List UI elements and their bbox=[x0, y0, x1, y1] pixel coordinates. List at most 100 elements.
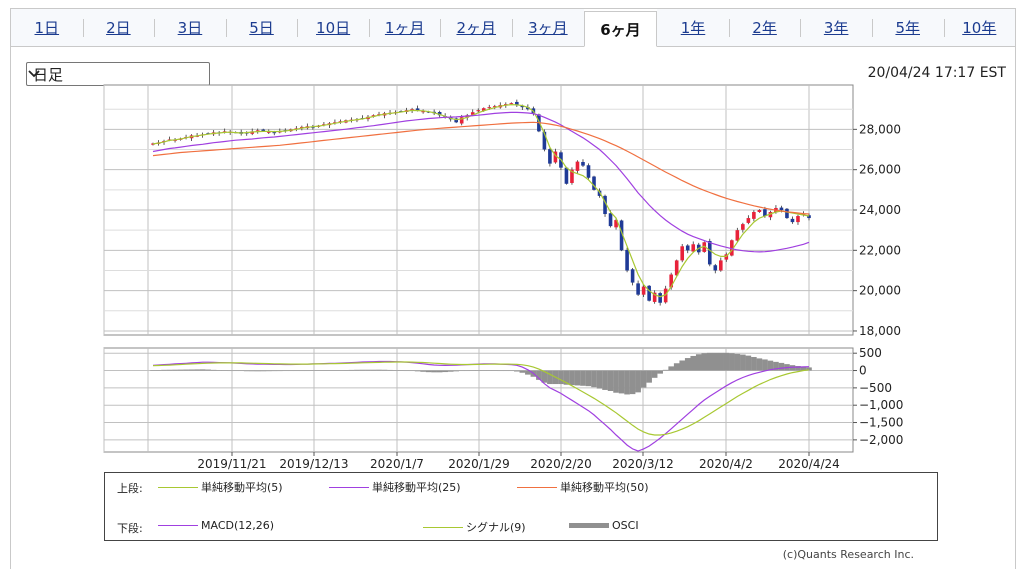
osci-bar bbox=[745, 355, 752, 371]
legend-item-label: 単純移動平均(5) bbox=[201, 481, 283, 494]
tab-11[interactable]: 3年 bbox=[800, 9, 872, 46]
tab-4[interactable]: 10日 bbox=[297, 9, 369, 46]
osci-bar bbox=[475, 370, 482, 371]
candle-body bbox=[526, 107, 530, 110]
candle-body bbox=[509, 103, 514, 105]
osci-bar bbox=[695, 354, 702, 371]
tab-1[interactable]: 2日 bbox=[82, 9, 155, 46]
x-tick-label: 2020/1/7 bbox=[370, 457, 424, 471]
candle-body bbox=[763, 209, 767, 217]
price-ytick-label: 24,000 bbox=[859, 203, 901, 217]
candle-body bbox=[261, 129, 266, 131]
candle-body bbox=[807, 215, 811, 219]
legend-item-signal: シグナル(9) bbox=[423, 519, 526, 535]
candle-body bbox=[785, 208, 789, 219]
candle-body bbox=[625, 249, 629, 271]
price-ytick-label: 18,000 bbox=[859, 324, 901, 338]
osci-bar bbox=[199, 369, 206, 371]
osci-bar bbox=[420, 370, 426, 372]
candle-body bbox=[575, 161, 580, 171]
osci-bar bbox=[315, 370, 322, 371]
osci-bar bbox=[525, 370, 531, 375]
legend-item-label: 単純移動平均(50) bbox=[560, 481, 649, 494]
tab-13[interactable]: 10年 bbox=[943, 9, 1016, 46]
candle-body bbox=[603, 195, 607, 215]
osci-bar bbox=[166, 369, 173, 371]
candle-body bbox=[487, 107, 492, 109]
osci-bar bbox=[469, 370, 476, 371]
tab-8[interactable]: 6ヶ月 bbox=[583, 11, 658, 47]
osci-bar bbox=[607, 370, 614, 391]
osci-bar bbox=[547, 370, 553, 385]
osci-bar bbox=[646, 370, 652, 383]
legend-item-label: 単純移動平均(25) bbox=[372, 481, 461, 494]
x-tick-label: 2020/3/12 bbox=[612, 457, 674, 471]
macd-ytick-label: 500 bbox=[859, 346, 882, 360]
sma-line-1 bbox=[152, 111, 810, 253]
tab-9[interactable]: 1年 bbox=[657, 9, 729, 46]
tab-2[interactable]: 3日 bbox=[154, 9, 226, 46]
tab-0[interactable]: 1日 bbox=[11, 9, 83, 46]
osci-bar bbox=[155, 370, 162, 371]
price-ytick-label: 22,000 bbox=[859, 243, 901, 257]
candle-body bbox=[548, 149, 552, 164]
osci-bar bbox=[293, 370, 300, 372]
candle-body bbox=[542, 131, 547, 150]
osci-bar bbox=[232, 370, 239, 372]
macd-ytick-label: 0 bbox=[859, 364, 867, 378]
candle-body bbox=[454, 118, 458, 123]
sma50-swatch bbox=[517, 486, 557, 488]
sma5-swatch bbox=[158, 486, 198, 488]
osci-swatch bbox=[569, 523, 609, 528]
osci-bar bbox=[398, 370, 404, 371]
candle-body bbox=[779, 207, 784, 210]
legend-item-label: シグナル(9) bbox=[466, 521, 526, 534]
osci-bar bbox=[706, 352, 713, 371]
osci-bar bbox=[442, 370, 448, 373]
candle-body bbox=[768, 212, 773, 218]
tab-3[interactable]: 5日 bbox=[225, 9, 298, 46]
tab-6[interactable]: 2ヶ月 bbox=[440, 9, 513, 46]
candle-body bbox=[608, 213, 613, 227]
signal-swatch bbox=[423, 526, 463, 528]
osci-bar bbox=[249, 370, 256, 372]
candle-body bbox=[669, 274, 673, 288]
osci-bar bbox=[629, 370, 636, 395]
osci-bar bbox=[723, 352, 730, 371]
osci-bar bbox=[436, 370, 443, 373]
osci-bar bbox=[221, 370, 228, 371]
osci-bar bbox=[701, 353, 708, 371]
osci-bar bbox=[409, 370, 415, 372]
candle-body bbox=[658, 293, 662, 303]
candle-body bbox=[741, 224, 745, 230]
candle-body bbox=[652, 292, 657, 302]
osci-bar bbox=[271, 370, 278, 372]
x-tick-label: 2020/4/24 bbox=[778, 457, 840, 471]
candle-body bbox=[300, 126, 304, 128]
osci-bar bbox=[503, 370, 509, 372]
tab-12[interactable]: 5年 bbox=[871, 9, 944, 46]
candle-body bbox=[481, 108, 486, 112]
candle-body bbox=[581, 162, 585, 166]
candle-body bbox=[713, 265, 718, 271]
osci-bar bbox=[789, 365, 796, 371]
tab-5[interactable]: 1ヶ月 bbox=[368, 9, 441, 46]
period-select[interactable]: 日足 bbox=[26, 62, 210, 86]
tab-7[interactable]: 3ヶ月 bbox=[512, 9, 584, 46]
x-tick-label: 2020/4/2 bbox=[699, 457, 753, 471]
candle-body bbox=[421, 111, 425, 113]
osci-bar bbox=[348, 369, 355, 371]
osci-bar bbox=[536, 370, 542, 380]
tab-10[interactable]: 2年 bbox=[728, 9, 801, 46]
sma25-swatch bbox=[329, 486, 369, 488]
osci-bar bbox=[773, 361, 779, 371]
osci-bar bbox=[254, 370, 261, 372]
candle-body bbox=[746, 218, 751, 223]
price-ytick-label: 26,000 bbox=[859, 163, 901, 177]
sma-line-2 bbox=[152, 121, 810, 215]
osci-bar bbox=[392, 370, 399, 371]
candle-body bbox=[680, 246, 685, 261]
timestamp: 20/04/24 17:17 EST bbox=[867, 65, 1006, 81]
candle-body bbox=[619, 220, 624, 251]
osci-bar bbox=[370, 369, 377, 371]
